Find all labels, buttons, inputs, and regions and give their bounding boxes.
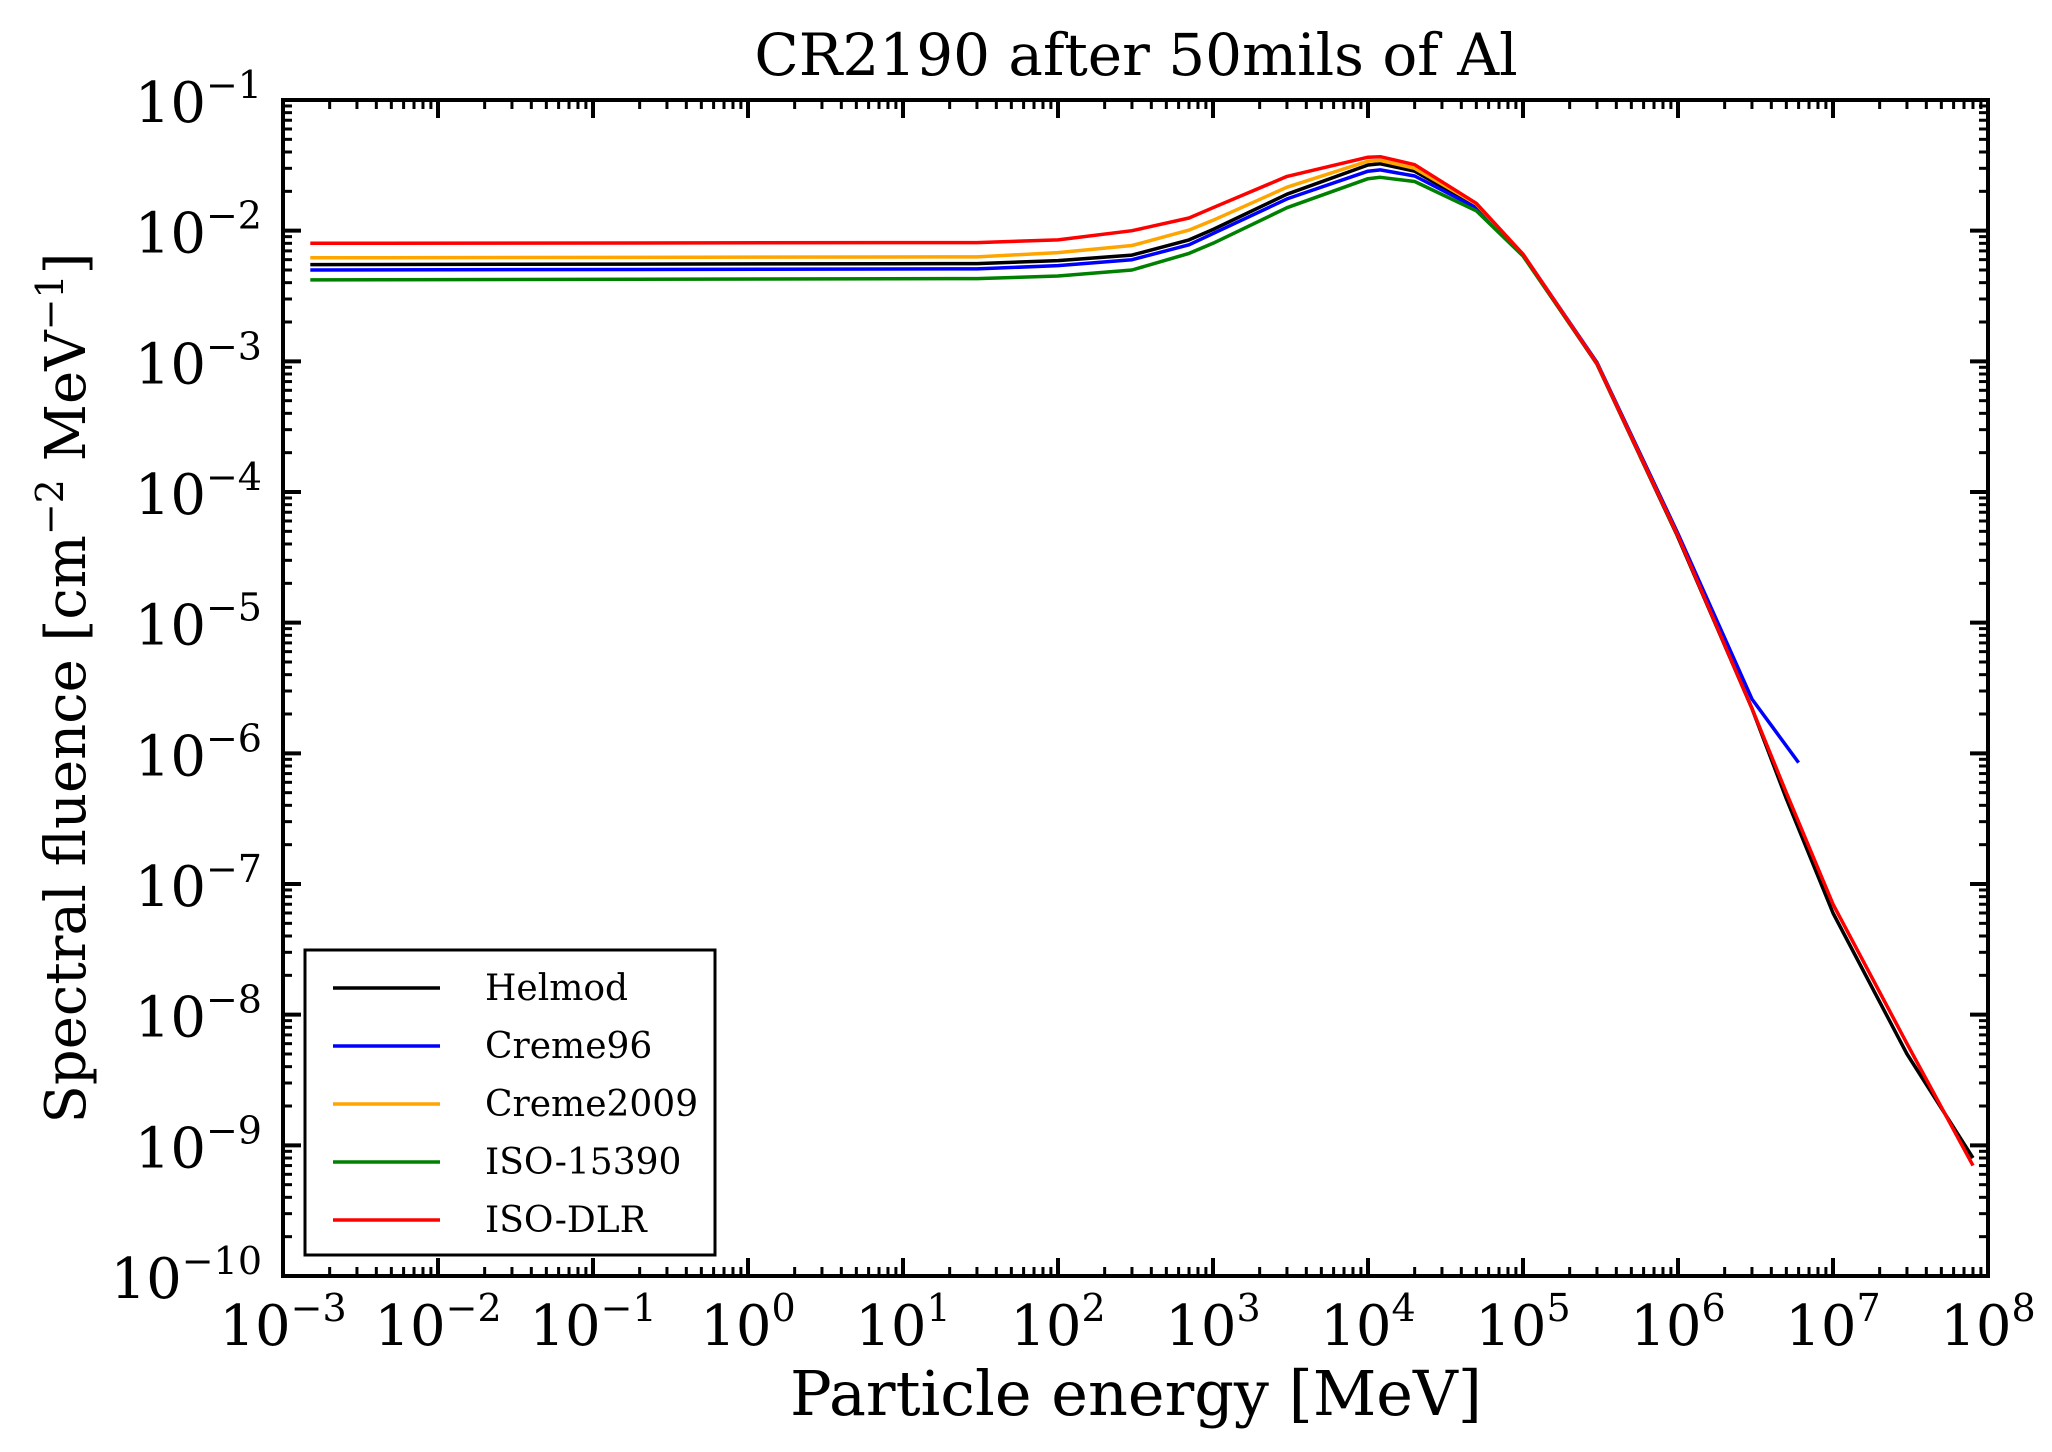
y-tick-label: 10−2 [135, 194, 262, 267]
y-axis-label-exp2: −1 [28, 274, 72, 330]
x-tick-label: 106 [1630, 1286, 1725, 1359]
y-axis-label-mid: MeV [34, 329, 99, 479]
y-tick-label: 10−3 [135, 324, 262, 397]
y-axis-label-prefix: Spectral fluence [cm [34, 535, 99, 1123]
y-tick-label: 10−10 [111, 1239, 262, 1312]
y-tick-label: 10−6 [135, 716, 262, 789]
legend-label-4: ISO-DLR [485, 1200, 648, 1241]
y-tick-labels: 10−10 10−9 10−8 10−7 10−6 10−5 10−4 10−3 10−2 10−… [111, 63, 262, 1312]
legend-label-1: Creme96 [485, 1026, 652, 1067]
series-line-0 [310, 162, 1975, 1159]
plot-frame [281, 98, 1990, 1278]
y-tick-label: 10−7 [135, 847, 262, 920]
x-axis-label: Particle energy [MeV] [790, 1357, 1482, 1430]
x-tick-label: 103 [1165, 1286, 1260, 1359]
x-tick-label: 107 [1785, 1286, 1880, 1359]
y-axis-label-exp1: −2 [28, 479, 72, 535]
x-tick-label: 105 [1475, 1286, 1570, 1359]
x-tick-label: 104 [1320, 1286, 1415, 1359]
chart-title: CR2190 after 50mils of Al [754, 21, 1517, 89]
x-tick-label: 108 [1940, 1286, 2035, 1359]
x-tick-label: 101 [855, 1286, 950, 1359]
x-tick-label: 10−1 [529, 1286, 656, 1359]
x-tick-labels: 10−3 10−2 10−1 100 101 102 103 104 105 106 107 108 [219, 1286, 2035, 1359]
legend-label-0: Helmod [485, 968, 628, 1009]
y-tick-label: 10−1 [135, 63, 262, 136]
legend-label-3: ISO-15390 [485, 1142, 681, 1183]
y-tick-label: 10−4 [135, 455, 262, 528]
series-line-3 [310, 175, 1680, 537]
x-tick-label: 10−3 [219, 1286, 346, 1359]
series-layer [310, 154, 1975, 1167]
x-tick-label: 10−2 [374, 1286, 501, 1359]
series-line-4 [310, 154, 1975, 1167]
y-tick-label: 10−9 [135, 1108, 262, 1181]
x-tick-label: 100 [700, 1286, 795, 1359]
y-tick-label: 10−5 [135, 586, 262, 659]
y-axis-label: Spectral fluence [cm−2 MeV−1] [28, 253, 99, 1124]
legend-label-2: Creme2009 [485, 1084, 698, 1125]
y-axis-label-suffix: ] [34, 253, 99, 275]
x-tick-label: 102 [1010, 1286, 1105, 1359]
y-tick-label: 10−8 [135, 978, 262, 1051]
legend: Helmod Creme96 Creme2009 ISO-15390 ISO-DLR [303, 948, 717, 1257]
